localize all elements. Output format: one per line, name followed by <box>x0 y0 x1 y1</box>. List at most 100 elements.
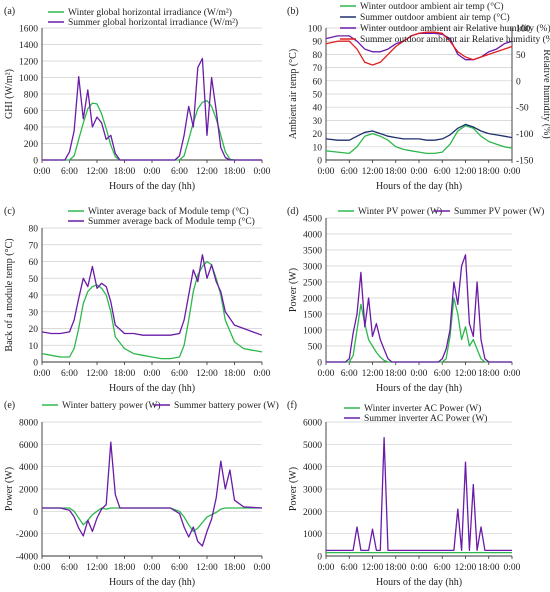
y-tick-label: 30 <box>29 308 39 318</box>
x-tick-label: 18:00 <box>478 369 500 379</box>
y-tick-label: 0 <box>317 157 322 167</box>
x-tick-label: 0:00 <box>34 563 51 573</box>
y-tick-label: 60 <box>29 258 39 268</box>
x-tick-label: 0:00 <box>254 369 271 379</box>
y-tick-label: 1500 <box>303 311 322 321</box>
y-right-tick-label: -100 <box>516 130 534 140</box>
x-tick-label: 6:00 <box>341 563 358 573</box>
y-tick-label: 4000 <box>19 463 38 473</box>
legend-label: Summer battery power (W) <box>174 400 279 411</box>
y-tick-label: 1000 <box>19 74 38 84</box>
x-tick-label: 18:00 <box>385 167 407 177</box>
series-line-p2-0 <box>41 260 263 360</box>
x-tick-label: 18:00 <box>114 563 136 573</box>
x-tick-label: 0:00 <box>34 369 51 379</box>
x-tick-label: 0:00 <box>254 563 271 573</box>
x-tick-label: 0:00 <box>318 167 335 177</box>
legend-label: Summer global horizontal irradiance (W/m… <box>68 17 238 28</box>
x-tick-label: 6:00 <box>61 167 78 177</box>
y-tick-label: 70 <box>29 241 39 251</box>
x-tick-label: 12:00 <box>362 167 384 177</box>
x-tick-label: 0:00 <box>318 369 335 379</box>
y-tick-label: 6000 <box>303 419 322 429</box>
x-tick-label: 6:00 <box>171 167 188 177</box>
panel-label: (b) <box>287 6 299 17</box>
y-tick-label: 3000 <box>303 486 322 496</box>
legend-label: Summer inverter AC Power (W) <box>364 413 487 424</box>
legend-label: Winter average back of Module temp (°C) <box>88 206 249 217</box>
y-axis-label: Power (W) <box>288 268 299 312</box>
series-line-p1-3 <box>325 31 513 66</box>
panel-label: (d) <box>287 206 299 217</box>
y-tick-label: 3500 <box>303 247 322 257</box>
legend-label: Winter battery power (W) <box>62 400 161 411</box>
x-tick-label: 6:00 <box>341 167 358 177</box>
y-tick-label: -4000 <box>16 553 38 563</box>
x-tick-label: 0:00 <box>144 563 161 573</box>
panel-label: (f) <box>287 400 297 411</box>
y-tick-label: 400 <box>24 124 39 134</box>
y-tick-label: 8000 <box>19 419 38 429</box>
x-tick-label: 6:00 <box>434 563 451 573</box>
legend-label: Summer outdoor ambient air Relative humi… <box>360 34 550 45</box>
y-right-tick-label: -150 <box>516 157 534 167</box>
y-tick-label: 1600 <box>19 25 38 35</box>
y-tick-label: 1200 <box>19 58 38 68</box>
y-tick-label: 40 <box>313 104 323 114</box>
y-tick-label: 10 <box>29 342 39 352</box>
y-tick-label: 4500 <box>303 215 322 225</box>
x-tick-label: 12:00 <box>455 167 477 177</box>
x-tick-label: 18:00 <box>114 167 136 177</box>
x-axis-label: Hours of the day (hh) <box>109 383 195 394</box>
x-tick-label: 18:00 <box>224 563 246 573</box>
x-tick-label: 6:00 <box>61 369 78 379</box>
y-tick-label: 1000 <box>303 327 322 337</box>
x-tick-label: 18:00 <box>224 167 246 177</box>
y-right-tick-label: -50 <box>516 104 529 114</box>
x-tick-label: 12:00 <box>455 563 477 573</box>
x-tick-label: 18:00 <box>478 563 500 573</box>
y-tick-label: 0 <box>33 508 38 518</box>
x-axis-label: Hours of the day (hh) <box>109 181 195 192</box>
x-axis-label: Hours of the day (hh) <box>109 577 195 588</box>
y-tick-label: 40 <box>29 292 39 302</box>
x-tick-label: 6:00 <box>341 369 358 379</box>
legend-label: Winter global horizontal irradiance (W/m… <box>68 7 232 18</box>
x-tick-label: 6:00 <box>171 563 188 573</box>
legend-label: Winter inverter AC Power (W) <box>364 403 481 414</box>
x-tick-label: 0:00 <box>504 369 521 379</box>
y-axis-label: Ambient air temp (°C) <box>288 49 299 139</box>
x-tick-label: 0:00 <box>504 563 521 573</box>
x-tick-label: 18:00 <box>385 369 407 379</box>
y-tick-label: 200 <box>24 140 39 150</box>
x-tick-label: 12:00 <box>196 167 218 177</box>
series-line-p0-0 <box>42 99 262 161</box>
x-tick-label: 0:00 <box>411 167 428 177</box>
x-tick-label: 6:00 <box>61 563 78 573</box>
y-tick-label: 2000 <box>19 486 38 496</box>
x-axis-label: Hours of the day (hh) <box>376 383 462 394</box>
y-tick-label: 60 <box>313 77 323 87</box>
x-tick-label: 12:00 <box>196 563 218 573</box>
y-tick-label: 90 <box>313 38 323 48</box>
x-tick-label: 12:00 <box>362 563 384 573</box>
x-tick-label: 0:00 <box>144 167 161 177</box>
x-tick-label: 0:00 <box>411 563 428 573</box>
y-tick-label: 50 <box>313 91 323 101</box>
y-tick-label: 80 <box>313 51 323 61</box>
x-axis-label: Hours of the day (hh) <box>376 577 462 588</box>
y-tick-label: 4000 <box>303 231 322 241</box>
x-tick-label: 6:00 <box>434 369 451 379</box>
y-tick-label: -2000 <box>16 530 38 540</box>
y-tick-label: 600 <box>24 107 39 117</box>
x-tick-label: 12:00 <box>362 369 384 379</box>
x-tick-label: 12:00 <box>86 369 108 379</box>
y-tick-label: 500 <box>308 343 323 353</box>
series-line-p4-1 <box>42 441 263 547</box>
x-tick-label: 0:00 <box>34 167 51 177</box>
y-tick-label: 2000 <box>303 295 322 305</box>
y-tick-label: 0 <box>317 359 322 369</box>
y-tick-label: 10 <box>313 143 323 153</box>
panel-label: (c) <box>4 206 15 217</box>
y-tick-label: 5000 <box>303 441 322 451</box>
